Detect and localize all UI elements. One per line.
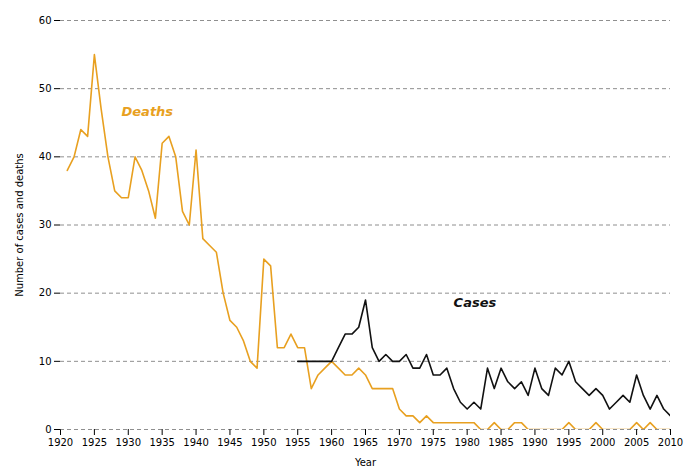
svg-text:Year: Year [354, 457, 377, 468]
svg-text:10: 10 [39, 356, 52, 367]
svg-text:1965: 1965 [353, 437, 378, 448]
svg-text:1980: 1980 [454, 437, 479, 448]
svg-text:2010: 2010 [658, 437, 683, 448]
svg-text:1970: 1970 [387, 437, 412, 448]
svg-text:1935: 1935 [149, 437, 174, 448]
svg-text:1930: 1930 [116, 437, 141, 448]
svg-text:1925: 1925 [82, 437, 107, 448]
svg-text:2000: 2000 [590, 437, 615, 448]
svg-text:1955: 1955 [285, 437, 310, 448]
svg-text:1985: 1985 [488, 437, 513, 448]
svg-text:1960: 1960 [319, 437, 344, 448]
svg-text:1920: 1920 [48, 437, 73, 448]
svg-text:1975: 1975 [421, 437, 446, 448]
svg-text:1990: 1990 [522, 437, 547, 448]
svg-text:Deaths: Deaths [122, 104, 174, 119]
svg-text:20: 20 [39, 287, 52, 298]
svg-text:50: 50 [39, 83, 52, 94]
svg-text:40: 40 [39, 151, 52, 162]
svg-text:0: 0 [45, 424, 51, 435]
svg-text:1945: 1945 [217, 437, 242, 448]
svg-text:1995: 1995 [556, 437, 581, 448]
svg-text:1940: 1940 [183, 437, 208, 448]
svg-text:2005: 2005 [624, 437, 649, 448]
svg-text:Cases: Cases [454, 295, 497, 310]
svg-text:1950: 1950 [251, 437, 276, 448]
svg-text:30: 30 [39, 219, 52, 230]
svg-text:Number of cases and deaths: Number of cases and deaths [14, 153, 25, 297]
svg-text:60: 60 [39, 15, 52, 26]
